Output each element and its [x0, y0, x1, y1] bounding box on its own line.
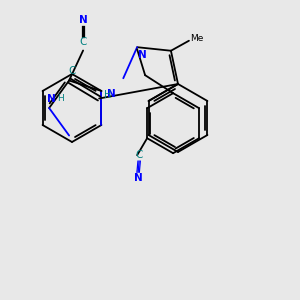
Text: N: N	[138, 50, 146, 60]
Text: C: C	[135, 150, 143, 160]
Text: C: C	[80, 38, 87, 47]
Text: H: H	[57, 94, 64, 103]
Text: N: N	[79, 16, 88, 26]
Text: H: H	[104, 91, 112, 100]
Text: N: N	[134, 173, 142, 183]
Text: C: C	[68, 67, 76, 76]
Text: N: N	[47, 94, 56, 104]
Text: Me: Me	[190, 34, 204, 43]
Text: N: N	[107, 89, 116, 99]
